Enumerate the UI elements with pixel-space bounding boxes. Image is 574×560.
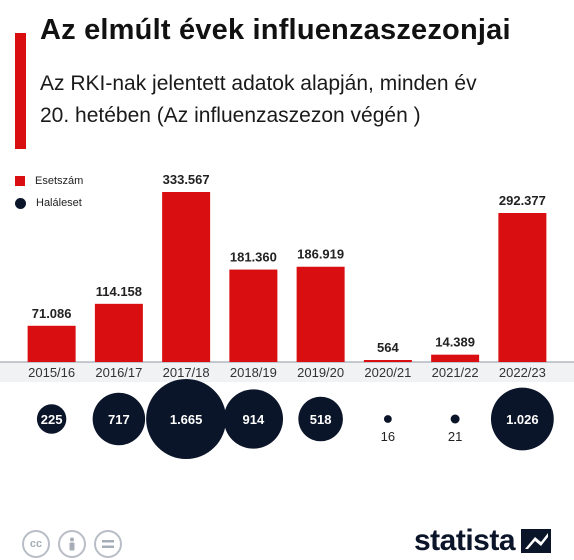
legend-label-deaths: Haláleset: [36, 197, 82, 209]
bubble-data-label: 914: [243, 412, 265, 427]
bar-data-label: 181.360: [230, 250, 277, 265]
bar-cases: [94, 303, 143, 362]
license-icons: cc: [22, 530, 122, 558]
bubble-data-label: 225: [41, 412, 63, 427]
bar-cases: [296, 266, 345, 362]
x-tick-label: 2015/16: [28, 365, 75, 380]
death-bubble: [450, 414, 460, 424]
bar-cases: [498, 212, 547, 362]
bar-data-label: 14.389: [435, 335, 475, 350]
x-tick-label: 2019/20: [297, 365, 344, 380]
bubble-data-label: 21: [448, 429, 462, 444]
death-bubble: [146, 379, 227, 459]
bar-cases: [162, 192, 211, 362]
death-bubble: [223, 389, 284, 449]
death-bubble: [92, 392, 146, 446]
statista-brand[interactable]: statista: [414, 524, 552, 558]
equals-icon[interactable]: [94, 530, 122, 558]
person-icon[interactable]: [58, 530, 86, 558]
statista-logo-icon: [521, 529, 552, 553]
bar-data-label: 333.567: [163, 172, 210, 187]
chart-title: Az elmúlt évek influenzaszezonjai: [40, 14, 511, 46]
bar-cases: [431, 354, 480, 362]
bubble-data-label: 717: [108, 412, 130, 427]
legend-label-cases: Esetszám: [35, 175, 84, 187]
bar-cases: [229, 269, 278, 362]
bubble-data-label: 1.026: [506, 412, 539, 427]
bar-data-label: 564: [377, 340, 399, 355]
subtitle-line-1: Az RKI-nak jelentett adatok alapján, min…: [40, 72, 477, 95]
bar-data-label: 71.086: [32, 306, 72, 321]
death-bubble: [298, 396, 343, 442]
death-bubble: [490, 387, 554, 451]
bar-data-label: 114.158: [96, 284, 142, 299]
legend-swatch-cases: [15, 176, 25, 186]
bar-cases: [363, 360, 412, 362]
x-tick-label: 2016/17: [95, 365, 142, 380]
chart-subtitle: Az RKI-nak jelentett adatok alapján, min…: [40, 68, 540, 132]
legend-item-cases: Esetszám: [15, 170, 83, 192]
bar-data-label: 292.377: [499, 193, 546, 208]
death-bubble: [36, 404, 67, 434]
bubble-data-label: 1.665: [170, 412, 203, 427]
bar-cases: [27, 325, 76, 362]
subtitle-line-2: 20. hetében: [40, 104, 151, 127]
chart-legend: Esetszám Haláleset: [15, 170, 83, 214]
x-tick-label: 2022/23: [499, 365, 546, 380]
x-tick-label: 2020/21: [364, 365, 411, 380]
x-tick-label: 2018/19: [230, 365, 277, 380]
brand-name: statista: [414, 524, 516, 557]
chart-svg: 71.086 2015/16 225 114.158 2016/17 717 333.567…: [0, 172, 574, 459]
bubble-data-label: 16: [381, 429, 395, 444]
bar-data-label: 186.919: [297, 247, 344, 262]
subtitle-note: (Az influenzaszezon végén ): [156, 104, 421, 127]
x-axis-band: [0, 362, 574, 382]
title-accent-bar: [15, 33, 26, 149]
legend-swatch-deaths: [15, 197, 26, 209]
cc-icon[interactable]: cc: [22, 530, 50, 558]
x-tick-label: 2017/18: [163, 365, 210, 380]
bubble-data-label: 518: [310, 412, 332, 427]
x-tick-label: 2021/22: [432, 365, 479, 380]
legend-item-deaths: Haláleset: [15, 192, 83, 214]
death-bubble: [383, 415, 392, 423]
